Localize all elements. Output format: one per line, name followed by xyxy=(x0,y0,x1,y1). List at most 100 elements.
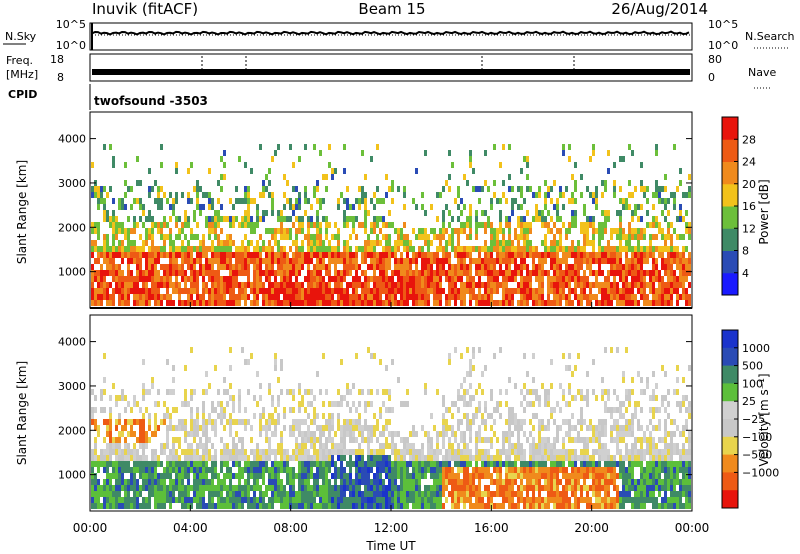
velocity-cell xyxy=(160,473,163,479)
power-cell xyxy=(274,282,277,288)
velocity-cell xyxy=(325,443,328,449)
velocity-cell xyxy=(190,467,193,473)
power-cell xyxy=(658,270,661,276)
velocity-cell xyxy=(478,455,481,461)
power-cell xyxy=(676,186,679,192)
velocity-cell xyxy=(463,503,466,509)
power-cell xyxy=(478,264,481,270)
power-cell xyxy=(178,282,181,288)
power-cell xyxy=(337,246,340,252)
power-cell xyxy=(586,276,589,282)
power-cell xyxy=(358,246,361,252)
power-cell xyxy=(112,222,115,228)
velocity-cell xyxy=(118,419,121,425)
power-cell xyxy=(301,300,304,306)
velocity-cell xyxy=(136,449,139,455)
power-cell xyxy=(223,258,226,264)
power-cell xyxy=(424,300,427,306)
power-cell xyxy=(547,222,550,228)
velocity-cell xyxy=(328,419,331,425)
velocity-cell xyxy=(562,419,565,425)
velocity-cell xyxy=(478,449,481,455)
power-cell xyxy=(640,228,643,234)
velocity-cell xyxy=(274,455,277,461)
velocity-cell xyxy=(505,479,508,485)
power-cell xyxy=(625,246,628,252)
power-cell xyxy=(343,264,346,270)
power-cell xyxy=(661,186,664,192)
power-cell xyxy=(499,162,502,168)
power-cell xyxy=(403,204,406,210)
power-cell xyxy=(589,222,592,228)
velocity-cell xyxy=(322,425,325,431)
velocity-cell xyxy=(274,497,277,503)
velocity-cell xyxy=(352,431,355,437)
velocity-cell xyxy=(400,473,403,479)
power-cell xyxy=(658,186,661,192)
power-cell xyxy=(289,288,292,294)
velocity-cell xyxy=(271,401,274,407)
velocity-cell xyxy=(496,401,499,407)
velocity-cell xyxy=(400,479,403,485)
power-cell xyxy=(136,276,139,282)
velocity-cell xyxy=(484,473,487,479)
velocity-cell xyxy=(427,449,430,455)
power-cell xyxy=(430,288,433,294)
power-cell xyxy=(388,234,391,240)
power-cell xyxy=(589,264,592,270)
power-cell xyxy=(469,276,472,282)
velocity-cell xyxy=(193,419,196,425)
power-cell xyxy=(112,258,115,264)
power-cell xyxy=(118,300,121,306)
power-cell xyxy=(385,294,388,300)
velocity-cell xyxy=(553,473,556,479)
power-cell xyxy=(115,288,118,294)
velocity-cell xyxy=(247,479,250,485)
velocity-cell xyxy=(322,473,325,479)
velocity-cell xyxy=(172,461,175,467)
power-cell xyxy=(415,258,418,264)
velocity-cell xyxy=(109,473,112,479)
velocity-cell xyxy=(436,491,439,497)
velocity-cell xyxy=(403,401,406,407)
power-cell xyxy=(574,258,577,264)
power-cell xyxy=(373,228,376,234)
power-cell xyxy=(505,246,508,252)
velocity-cell xyxy=(442,503,445,509)
velocity-cell xyxy=(508,419,511,425)
velocity-cell xyxy=(412,473,415,479)
velocity-cell xyxy=(205,371,208,377)
velocity-cell xyxy=(217,479,220,485)
power-cell xyxy=(244,294,247,300)
power-cell xyxy=(652,294,655,300)
velocity-cell xyxy=(190,485,193,491)
power-cell xyxy=(127,252,130,258)
velocity-cell xyxy=(490,479,493,485)
velocity-cell xyxy=(541,467,544,473)
power-cell xyxy=(337,240,340,246)
velocity-cell xyxy=(547,485,550,491)
velocity-cell xyxy=(232,419,235,425)
power-cell xyxy=(556,240,559,246)
power-cell xyxy=(427,294,430,300)
velocity-cell xyxy=(550,455,553,461)
power-cell xyxy=(673,270,676,276)
velocity-cell xyxy=(412,461,415,467)
power-cell xyxy=(463,294,466,300)
power-cell xyxy=(451,288,454,294)
velocity-cell xyxy=(157,503,160,509)
power-cell xyxy=(628,288,631,294)
velocity-cell xyxy=(556,467,559,473)
velocity-cell xyxy=(376,449,379,455)
power-cell xyxy=(358,276,361,282)
power-cell xyxy=(229,234,232,240)
velocity-cell xyxy=(142,449,145,455)
power-cell xyxy=(139,264,142,270)
velocity-cell xyxy=(382,431,385,437)
velocity-cell xyxy=(256,485,259,491)
velocity-cell xyxy=(130,419,133,425)
velocity-cell xyxy=(196,431,199,437)
power-cell xyxy=(226,252,229,258)
power-cell xyxy=(160,276,163,282)
